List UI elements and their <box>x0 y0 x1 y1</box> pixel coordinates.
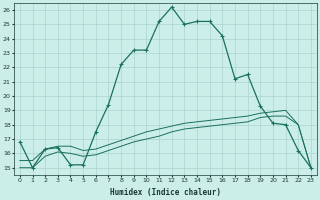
X-axis label: Humidex (Indice chaleur): Humidex (Indice chaleur) <box>110 188 221 197</box>
